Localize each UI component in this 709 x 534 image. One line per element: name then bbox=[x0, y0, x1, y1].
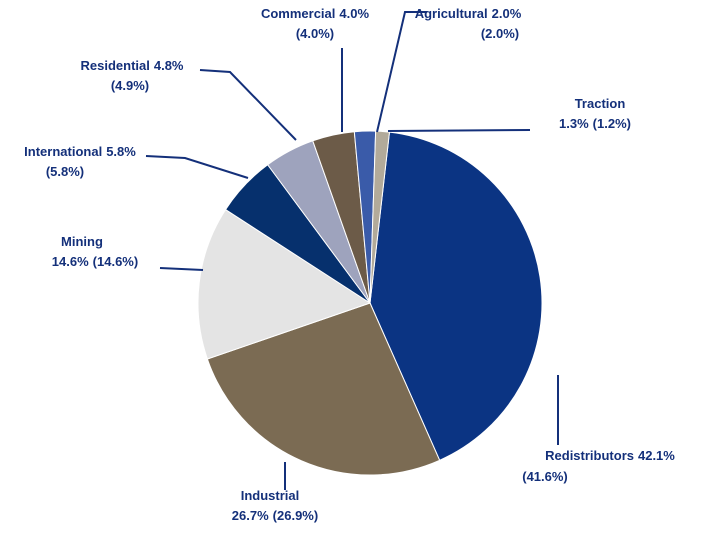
secondary-label: (5.8%) bbox=[46, 164, 84, 179]
category-name: Residential bbox=[81, 58, 150, 73]
secondary-label: (2.0%) bbox=[481, 26, 519, 41]
pie-slice bbox=[206, 302, 441, 476]
value-label: 4.0% bbox=[339, 6, 369, 21]
slice-label: (4.0%) bbox=[296, 26, 334, 41]
pie-slice bbox=[369, 131, 543, 461]
category-name: Commercial bbox=[261, 6, 335, 21]
slice-label: 14.6% (14.6%) bbox=[52, 254, 138, 269]
secondary-label: (1.2%) bbox=[593, 116, 631, 131]
pie-slice bbox=[369, 130, 391, 304]
slice-label: (41.6%) bbox=[522, 469, 568, 484]
category-name: Mining bbox=[61, 234, 103, 249]
value-label: 2.0% bbox=[492, 6, 522, 21]
slice-label: Residential 4.8% bbox=[81, 58, 184, 73]
category-name: Redistributors bbox=[545, 448, 634, 463]
leader-line bbox=[199, 69, 297, 141]
category-name: Agricultural bbox=[415, 6, 488, 21]
slice-label: International 5.8% bbox=[24, 144, 136, 159]
value-label: 1.3% bbox=[559, 116, 589, 131]
slice-label: Mining bbox=[61, 234, 103, 249]
value-label: 26.7% bbox=[232, 508, 269, 523]
slice-label: Commercial 4.0% bbox=[261, 6, 369, 21]
slice-label: 26.7% (26.9%) bbox=[232, 508, 318, 523]
slice-label: Traction bbox=[575, 96, 626, 111]
category-name: International bbox=[24, 144, 102, 159]
slice-label: Industrial bbox=[241, 488, 300, 503]
secondary-label: (41.6%) bbox=[522, 469, 568, 484]
slice-label: Agricultural 2.0% bbox=[415, 6, 522, 21]
slice-label: (5.8%) bbox=[46, 164, 84, 179]
leader-line bbox=[376, 11, 427, 133]
leader-line bbox=[159, 267, 204, 271]
value-label: 4.8% bbox=[154, 58, 184, 73]
slice-label: 1.3% (1.2%) bbox=[559, 116, 631, 131]
leader-line bbox=[145, 155, 249, 179]
value-label: 5.8% bbox=[106, 144, 136, 159]
category-name: Traction bbox=[575, 96, 626, 111]
secondary-label: (14.6%) bbox=[93, 254, 139, 269]
secondary-label: (4.9%) bbox=[111, 78, 149, 93]
slice-label: (2.0%) bbox=[481, 26, 519, 41]
secondary-label: (4.0%) bbox=[296, 26, 334, 41]
pie-slice bbox=[197, 208, 372, 360]
value-label: 14.6% bbox=[52, 254, 89, 269]
slice-label: Redistributors 42.1% bbox=[545, 448, 675, 463]
secondary-label: (26.9%) bbox=[273, 508, 319, 523]
category-name: Industrial bbox=[241, 488, 300, 503]
slice-label: (4.9%) bbox=[111, 78, 149, 93]
value-label: 42.1% bbox=[638, 448, 675, 463]
leader-line bbox=[387, 129, 531, 132]
